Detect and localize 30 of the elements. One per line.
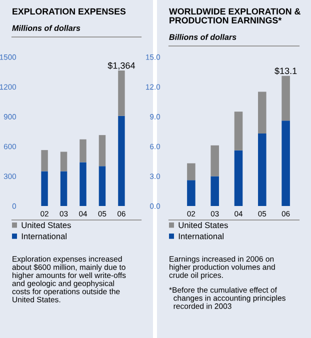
- chart-title: EXPLORATION EXPENSES: [12, 8, 126, 15]
- bar: [41, 150, 48, 172]
- bar: [118, 116, 125, 206]
- chart-title: WORLDWIDE EXPLORATION & PRODUCTION EARNINGS*: [169, 8, 300, 24]
- chart-subtitle: Millions of dollars: [12, 25, 80, 31]
- total-label: $13.1: [274, 67, 297, 75]
- bar: [234, 112, 243, 150]
- legend-label: International: [178, 233, 224, 240]
- bar: [60, 171, 68, 206]
- bar: [41, 171, 48, 206]
- bar: [80, 162, 86, 206]
- bar: [258, 133, 266, 206]
- bar: [187, 180, 196, 206]
- bar: [282, 76, 290, 121]
- legend-label: International: [22, 233, 66, 240]
- bar: [118, 70, 125, 116]
- total-label: $1,364: [108, 62, 136, 70]
- bar: [98, 166, 106, 206]
- chart-subtitle: Billions of dollars: [169, 34, 236, 40]
- bar: [60, 152, 68, 172]
- bar: [98, 135, 106, 166]
- bar: [210, 176, 219, 206]
- bar: [210, 145, 219, 176]
- legend-label: United States: [22, 222, 71, 228]
- bar: [234, 150, 243, 206]
- bar: [282, 120, 290, 206]
- bar: [258, 92, 266, 134]
- legend-label: United States: [178, 222, 228, 228]
- bar: [80, 139, 86, 162]
- bar: [187, 163, 196, 180]
